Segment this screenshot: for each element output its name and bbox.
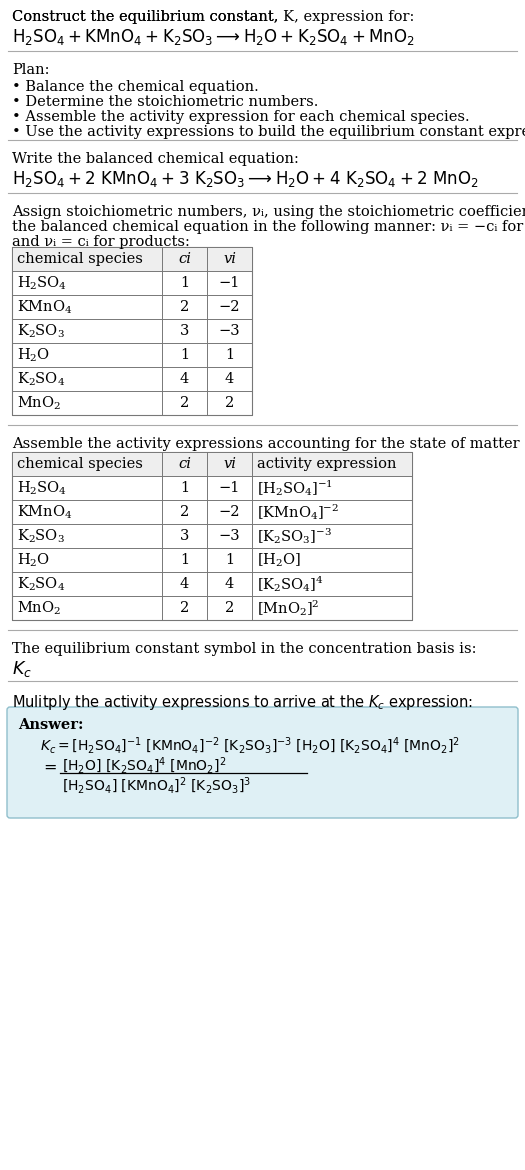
Text: Construct the equilibrium constant,: Construct the equilibrium constant,: [12, 11, 283, 25]
Text: 3: 3: [180, 324, 189, 338]
Bar: [12, 452, 412, 476]
Text: −3: −3: [219, 324, 240, 338]
Text: $\mathregular{H_2O}$: $\mathregular{H_2O}$: [17, 551, 50, 569]
Text: ci: ci: [178, 252, 191, 266]
Text: $=$: $=$: [40, 758, 57, 773]
Text: 1: 1: [180, 347, 189, 362]
Text: $K_c$: $K_c$: [12, 659, 32, 679]
Text: vi: vi: [223, 252, 236, 266]
Text: 2: 2: [225, 395, 234, 410]
Text: $\mathregular{K_2SO_3}$: $\mathregular{K_2SO_3}$: [17, 322, 65, 339]
Text: • Determine the stoichiometric numbers.: • Determine the stoichiometric numbers.: [12, 95, 318, 109]
Text: 4: 4: [180, 372, 189, 386]
Text: activity expression: activity expression: [257, 457, 396, 472]
Text: 4: 4: [180, 577, 189, 591]
Text: 2: 2: [180, 601, 189, 615]
Bar: [12, 452, 412, 620]
Text: 2: 2: [180, 395, 189, 410]
Text: • Use the activity expressions to build the equilibrium constant expression.: • Use the activity expressions to build …: [12, 125, 525, 139]
Text: 4: 4: [225, 577, 234, 591]
Text: $[\mathrm{H_2SO_4}]\ [\mathrm{KMnO_4}]^{2}\ [\mathrm{K_2SO_3}]^{3}$: $[\mathrm{H_2SO_4}]\ [\mathrm{KMnO_4}]^{…: [62, 776, 251, 797]
Text: Answer:: Answer:: [18, 718, 83, 732]
Text: −2: −2: [219, 505, 240, 519]
Text: $\mathregular{MnO_2}$: $\mathregular{MnO_2}$: [17, 394, 61, 412]
Text: $[\mathrm{H_2O}]\ [\mathrm{K_2SO_4}]^{4}\ [\mathrm{MnO_2}]^{2}$: $[\mathrm{H_2O}]\ [\mathrm{K_2SO_4}]^{4}…: [62, 756, 226, 777]
Text: $K_c = [\mathrm{H_2SO_4}]^{-1}\ [\mathrm{KMnO_4}]^{-2}\ [\mathrm{K_2SO_3}]^{-3}\: $K_c = [\mathrm{H_2SO_4}]^{-1}\ [\mathrm…: [40, 736, 460, 756]
Text: $\mathregular{[K_2SO_4]^{4}}$: $\mathregular{[K_2SO_4]^{4}}$: [257, 574, 324, 594]
Text: Assign stoichiometric numbers, νᵢ, using the stoichiometric coefficients, cᵢ, fr: Assign stoichiometric numbers, νᵢ, using…: [12, 205, 525, 219]
Text: 2: 2: [225, 601, 234, 615]
Text: ci: ci: [178, 457, 191, 472]
Bar: [12, 247, 252, 415]
Text: $\mathregular{[H_2O]}$: $\mathregular{[H_2O]}$: [257, 551, 301, 569]
Text: $\mathregular{K_2SO_4}$: $\mathregular{K_2SO_4}$: [17, 576, 65, 593]
Text: $\mathregular{[H_2SO_4]^{-1}}$: $\mathregular{[H_2SO_4]^{-1}}$: [257, 479, 333, 498]
Text: −2: −2: [219, 300, 240, 314]
Text: chemical species: chemical species: [17, 457, 143, 472]
Text: 1: 1: [225, 347, 234, 362]
Text: $\mathregular{K_2SO_3}$: $\mathregular{K_2SO_3}$: [17, 528, 65, 545]
Text: 1: 1: [180, 553, 189, 567]
Text: vi: vi: [223, 457, 236, 472]
Text: Mulitply the activity expressions to arrive at the $K_c$ expression:: Mulitply the activity expressions to arr…: [12, 693, 473, 713]
Text: 1: 1: [225, 553, 234, 567]
Text: −1: −1: [219, 276, 240, 290]
Text: $\mathregular{K_2SO_4}$: $\mathregular{K_2SO_4}$: [17, 370, 65, 387]
Text: 1: 1: [180, 481, 189, 495]
Text: 2: 2: [180, 505, 189, 519]
Text: • Assemble the activity expression for each chemical species.: • Assemble the activity expression for e…: [12, 110, 470, 124]
Text: $\mathregular{H_2SO_4 + 2\ KMnO_4 + 3\ K_2SO_3 \longrightarrow H_2O + 4\ K_2SO_4: $\mathregular{H_2SO_4 + 2\ KMnO_4 + 3\ K…: [12, 168, 479, 190]
Text: Assemble the activity expressions accounting for the state of matter and νᵢ:: Assemble the activity expressions accoun…: [12, 438, 525, 450]
Text: • Balance the chemical equation.: • Balance the chemical equation.: [12, 80, 259, 94]
Text: Plan:: Plan:: [12, 63, 49, 77]
Text: $\mathregular{H_2SO_4}$: $\mathregular{H_2SO_4}$: [17, 480, 67, 497]
Text: $\mathregular{KMnO_4}$: $\mathregular{KMnO_4}$: [17, 503, 72, 521]
Bar: [12, 247, 252, 271]
Text: 1: 1: [180, 276, 189, 290]
Text: −1: −1: [219, 481, 240, 495]
Text: Write the balanced chemical equation:: Write the balanced chemical equation:: [12, 152, 299, 166]
Text: $\mathregular{MnO_2}$: $\mathregular{MnO_2}$: [17, 599, 61, 617]
FancyBboxPatch shape: [7, 707, 518, 818]
Text: $\mathregular{H_2SO_4}$: $\mathregular{H_2SO_4}$: [17, 274, 67, 291]
Text: the balanced chemical equation in the following manner: νᵢ = −cᵢ for reactants: the balanced chemical equation in the fo…: [12, 220, 525, 234]
Text: Construct the equilibrium constant, K, expression for:: Construct the equilibrium constant, K, e…: [12, 11, 414, 25]
Text: The equilibrium constant symbol in the concentration basis is:: The equilibrium constant symbol in the c…: [12, 642, 477, 656]
Text: $\mathregular{[K_2SO_3]^{-3}}$: $\mathregular{[K_2SO_3]^{-3}}$: [257, 526, 332, 546]
Text: $\mathregular{H_2O}$: $\mathregular{H_2O}$: [17, 346, 50, 364]
Text: $\mathregular{[KMnO_4]^{-2}}$: $\mathregular{[KMnO_4]^{-2}}$: [257, 502, 339, 522]
Text: $\mathregular{[MnO_2]^{2}}$: $\mathregular{[MnO_2]^{2}}$: [257, 598, 320, 618]
Text: 2: 2: [180, 300, 189, 314]
Text: −3: −3: [219, 529, 240, 543]
Text: and νᵢ = cᵢ for products:: and νᵢ = cᵢ for products:: [12, 235, 190, 249]
Text: $\mathregular{H_2SO_4 + KMnO_4 + K_2SO_3 \longrightarrow H_2O + K_2SO_4 + MnO_2}: $\mathregular{H_2SO_4 + KMnO_4 + K_2SO_3…: [12, 27, 415, 47]
Text: 3: 3: [180, 529, 189, 543]
Text: 4: 4: [225, 372, 234, 386]
Text: $\mathregular{KMnO_4}$: $\mathregular{KMnO_4}$: [17, 298, 72, 316]
Text: chemical species: chemical species: [17, 252, 143, 266]
